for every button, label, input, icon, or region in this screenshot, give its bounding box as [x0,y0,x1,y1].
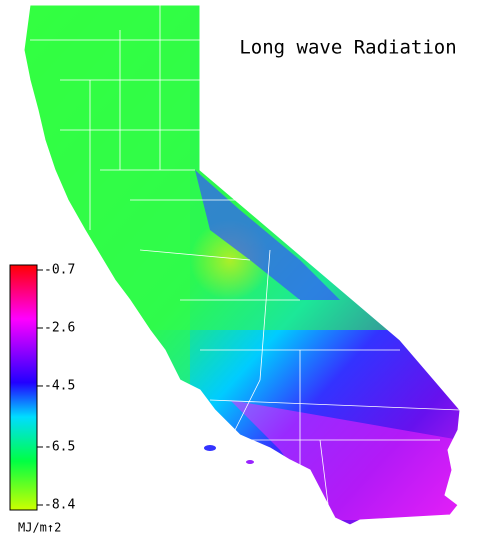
colorbar-tick-label: -8.4 [44,498,75,513]
colorbar-tick-label: -2.6 [44,320,75,335]
colorbar-tick-label: -0.7 [44,263,75,278]
colorbar-tick-label: -6.5 [44,440,75,455]
island [204,445,216,451]
state-outline [23,4,461,526]
colorbar [9,264,38,511]
island [246,460,254,464]
colorbar-tick-label: -4.5 [44,378,75,393]
map-title: Long wave Radiation [239,37,456,59]
colorbar-unit: MJ/m↑2 [18,521,61,535]
county-lines [30,5,461,521]
